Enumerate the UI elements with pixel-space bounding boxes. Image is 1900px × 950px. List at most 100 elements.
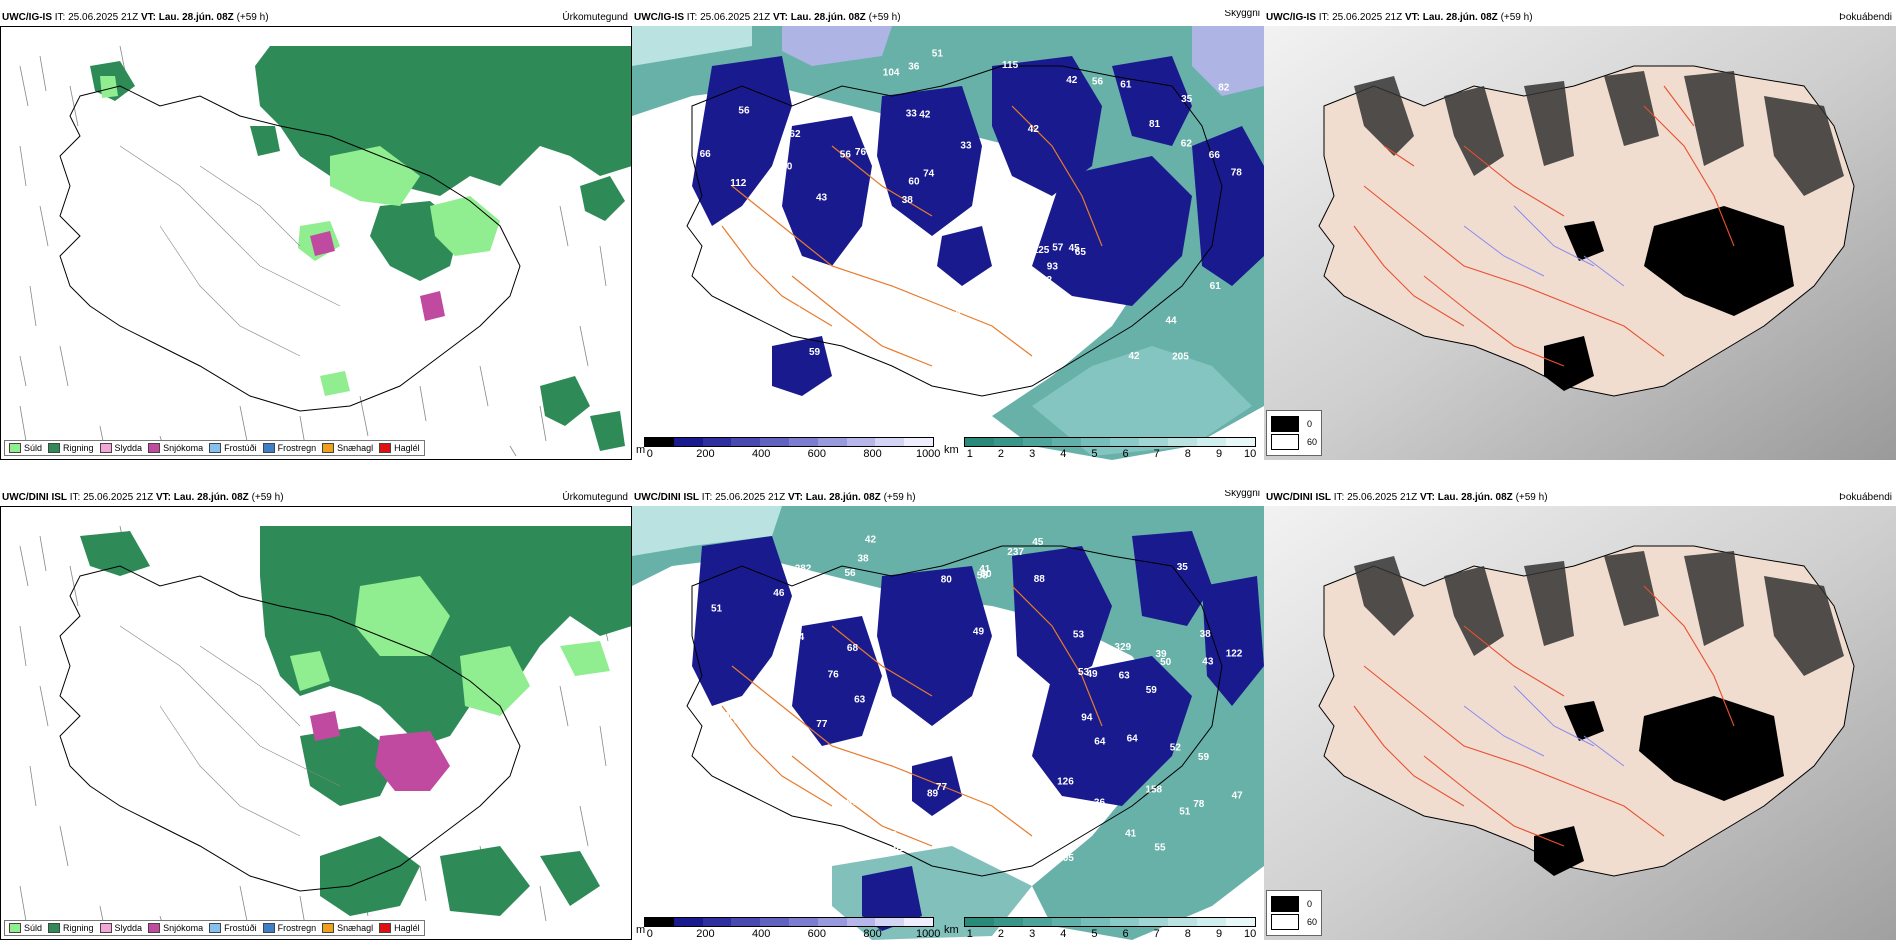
ceiling-value-label: 64 — [1127, 734, 1139, 745]
visibility-tick: 10 — [1244, 448, 1257, 460]
ceiling-value-label: 40 — [757, 357, 769, 368]
ceiling-value-label: 89 — [927, 788, 939, 799]
ceiling-value-label: 37 — [911, 319, 923, 330]
ceiling-swatch — [904, 918, 933, 926]
legend-item: Snjókoma — [148, 923, 203, 933]
precip-legend: Súld Rigning Slydda Snjókoma Frostúði Fr… — [4, 920, 425, 936]
ceiling-value-label: 67 — [846, 797, 858, 808]
panel-header: UWC/IG-IS IT: 25.06.2025 21Z VT: Lau. 28… — [634, 12, 901, 23]
cloud-map: 2051123526424033334476795342426556367812… — [632, 26, 1264, 460]
ceiling-value-label: 125 — [1033, 245, 1050, 256]
ceiling-value-label: 44 — [748, 287, 760, 298]
ceiling-value-label: 76 — [828, 670, 840, 681]
legend-item: Slydda — [99, 923, 142, 933]
ceiling-value-label: 53 — [794, 323, 806, 334]
visibility-swatch — [1081, 918, 1110, 926]
ceiling-value-label: 51 — [932, 49, 944, 60]
ceiling-value-label: 40 — [781, 161, 793, 172]
ceiling-value-label: 205 — [1172, 352, 1189, 363]
ceiling-value-label: 45 — [1032, 537, 1044, 548]
precip-panel-row1: UWC/IG-IS IT: 25.06.2025 21Z VT: Lau. 28… — [0, 10, 632, 460]
ceiling-value-label: 132 — [1035, 275, 1052, 286]
panel-title: Þokuábendi — [1839, 492, 1892, 503]
ceiling-value-label: 40 — [886, 830, 898, 841]
visibility-tick: 5 — [1091, 448, 1098, 460]
ceiling-value-label: 104 — [883, 68, 900, 79]
ceiling-value-label: 52 — [1170, 743, 1182, 754]
ceiling-swatch — [788, 918, 818, 926]
visibility-tick: 8 — [1184, 928, 1191, 940]
panel-title: Þokuábendi — [1839, 12, 1892, 23]
ceiling-value-label: 93 — [1047, 262, 1059, 273]
ceiling-value-label: 94 — [1081, 713, 1093, 724]
ceiling-value-label: 77 — [936, 782, 948, 793]
ceiling-tick: 1000 — [915, 448, 941, 460]
ceiling-value-label: 53 — [1078, 667, 1090, 678]
visibility-tick: 2 — [997, 448, 1005, 460]
ceiling-tick: 200 — [696, 448, 715, 460]
visibility-swatch — [1052, 918, 1081, 926]
ceiling-value-label: 37 — [851, 848, 863, 859]
ceiling-value-label: 68 — [847, 643, 859, 654]
ceiling-value-label: 77 — [816, 719, 828, 730]
legend-item: Súld — [9, 443, 42, 453]
visibility-swatch — [1168, 918, 1197, 926]
visibility-swatch — [1023, 438, 1052, 446]
ceiling-tick: 1000 — [915, 928, 941, 940]
ceiling-value-label: 80 — [941, 575, 953, 586]
ceiling-tick: 200 — [696, 928, 715, 940]
ceiling-value-label: 56 — [738, 105, 750, 116]
ceiling-value-label: 35 — [1177, 562, 1189, 573]
cloud-panel-row1: UWC/IG-IS IT: 25.06.2025 21Z VT: Lau. 28… — [632, 10, 1264, 460]
visibility-swatch — [1139, 918, 1168, 926]
visibility-swatch — [1139, 438, 1168, 446]
visibility-swatch — [965, 918, 994, 926]
ceiling-value-label: 50 — [1160, 657, 1172, 668]
panel-title: Úrkomutegund — [562, 492, 628, 503]
ceiling-value-label: 78 — [1193, 799, 1205, 810]
ceiling-value-label: 46 — [955, 730, 967, 741]
ceiling-value-label: 47 — [1232, 791, 1244, 802]
visibility-swatch — [994, 438, 1023, 446]
ceiling-value-label: 41 — [1125, 828, 1137, 839]
ceiling-swatch — [846, 438, 876, 446]
cover-panel-row1: UWC/IG-IS IT: 25.06.2025 21Z VT: Lau. 28… — [1264, 10, 1896, 460]
ceiling-value-label: 61 — [756, 374, 768, 385]
ceiling-value-label: 126 — [1057, 776, 1074, 787]
visibility-tick: 1 — [966, 928, 973, 940]
ceiling-value-label: 64 — [734, 716, 746, 727]
visibility-swatch — [994, 918, 1023, 926]
legend-item: Frostregn — [262, 443, 316, 453]
visibility-swatch — [1110, 918, 1139, 926]
legend-item: Frostregn — [262, 923, 316, 933]
visibility-tick: 5 — [1091, 928, 1098, 940]
ceiling-value-label: 43 — [816, 193, 828, 204]
ceiling-value-label: 329 — [1114, 642, 1131, 653]
precip-legend: Súld Rigning Slydda Snjókoma Frostúði Fr… — [4, 440, 425, 456]
ceiling-value-label: 52 — [709, 368, 721, 379]
visibility-tick: 2 — [997, 928, 1005, 940]
ceiling-value-label: 82 — [1218, 83, 1230, 94]
visibility-swatch — [1052, 438, 1081, 446]
ceiling-value-label: 31 — [726, 825, 738, 836]
ceiling-value-label: 56 — [840, 150, 852, 161]
precip-map — [0, 26, 632, 460]
fog-legend-item: 60 — [1271, 434, 1317, 450]
ceiling-value-label: 81 — [1149, 119, 1161, 130]
visibility-tick: 3 — [1029, 448, 1036, 460]
fog-legend: 0 60 — [1266, 410, 1323, 456]
visibility-tick: 4 — [1060, 448, 1067, 460]
ceiling-value-label: 43 — [1202, 657, 1214, 668]
ceiling-value-label: 78 — [909, 275, 921, 286]
legend-item: Haglél — [379, 443, 420, 453]
panel-header: UWC/DINI ISL IT: 25.06.2025 21Z VT: Lau.… — [1266, 492, 1548, 503]
ceiling-value-label: 66 — [700, 149, 712, 160]
ceiling-value-label: 62 — [789, 129, 801, 140]
ceiling-value-label: 105 — [1057, 853, 1074, 864]
visibility-swatch — [1197, 438, 1226, 446]
ceiling-swatch — [846, 918, 876, 926]
ceiling-value-label: 67 — [789, 306, 801, 317]
ceiling-value-label: 45 — [1069, 243, 1081, 254]
visibility-tick: 1 — [966, 448, 973, 460]
ceiling-value-label: 56 — [845, 568, 857, 579]
